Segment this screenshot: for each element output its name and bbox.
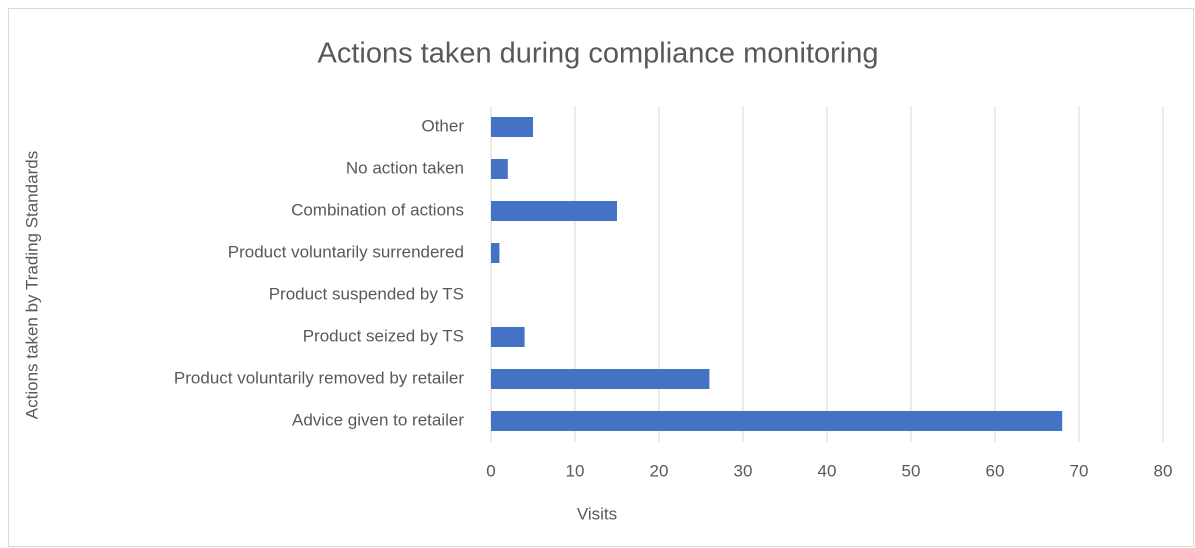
bar [491, 243, 500, 263]
y-tick-label: Product voluntarily surrendered [228, 242, 464, 261]
bar [491, 369, 710, 389]
y-tick-label: No action taken [346, 158, 464, 177]
chart-title: Actions taken during compliance monitori… [318, 38, 879, 70]
x-tick-label: 60 [986, 461, 1005, 480]
bar [491, 201, 617, 221]
bar [491, 117, 533, 137]
y-tick-label: Advice given to retailer [292, 410, 464, 429]
x-tick-label: 30 [734, 461, 753, 480]
y-tick-label: Product voluntarily removed by retailer [174, 368, 464, 387]
x-tick-label: 40 [818, 461, 837, 480]
bar [491, 411, 1063, 431]
y-axis-title: Actions taken by Trading Standards [22, 151, 41, 419]
x-tick-label: 50 [902, 461, 921, 480]
chart-border [8, 8, 1194, 547]
bar [491, 159, 508, 179]
bar [491, 327, 525, 347]
y-tick-label: Other [421, 116, 464, 135]
y-tick-label: Product seized by TS [303, 326, 464, 345]
x-tick-label: 80 [1154, 461, 1173, 480]
x-tick-label: 70 [1070, 461, 1089, 480]
x-tick-label: 20 [650, 461, 669, 480]
y-tick-label: Product suspended by TS [269, 284, 464, 303]
x-tick-label: 0 [486, 461, 495, 480]
x-tick-label: 10 [566, 461, 585, 480]
y-tick-label: Combination of actions [291, 200, 464, 219]
x-axis-title: Visits [577, 504, 617, 523]
